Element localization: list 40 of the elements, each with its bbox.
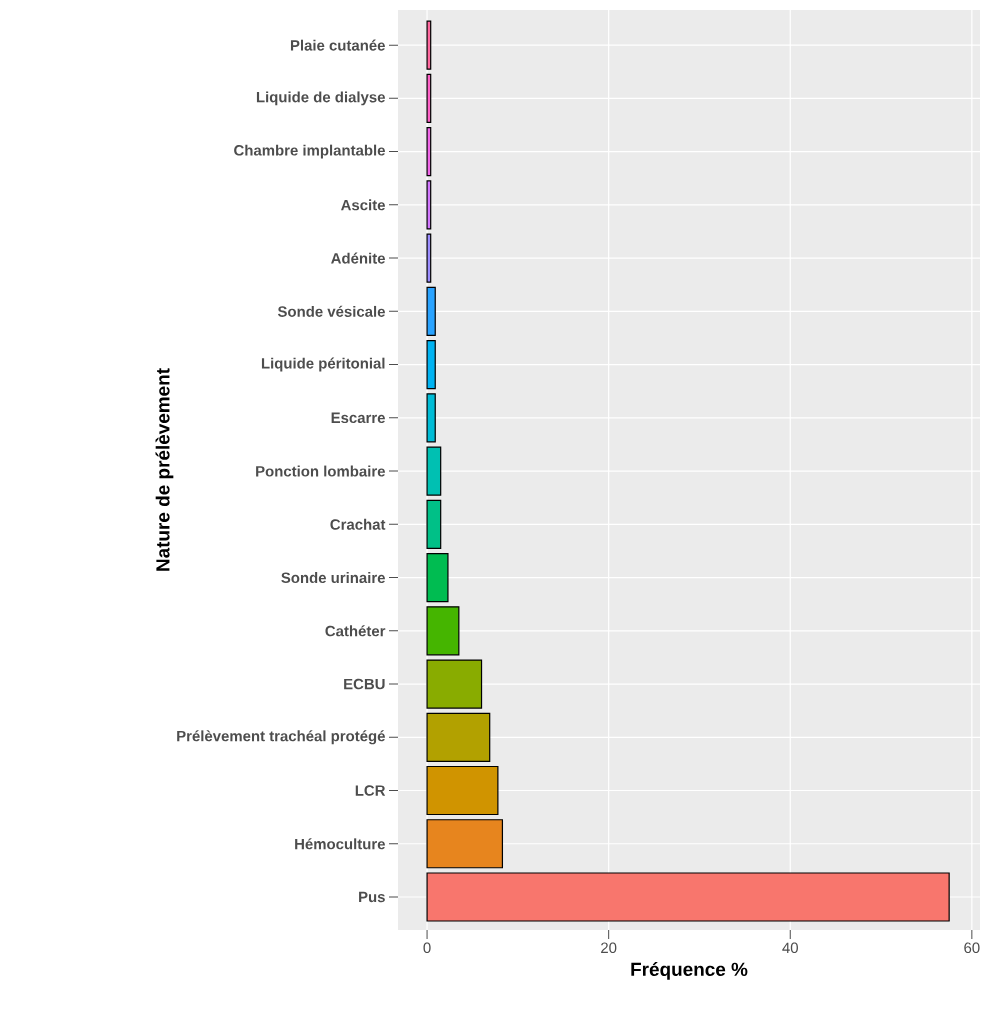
- y-tick-label: Pus: [358, 891, 385, 903]
- y-tick-label: Cathéter: [325, 625, 386, 637]
- bar: [426, 180, 432, 230]
- bar: [426, 127, 432, 177]
- y-tick-label: Sonde vésicale: [277, 305, 385, 317]
- y-tick-label: Crachat: [330, 518, 386, 530]
- x-tick-label: 0: [423, 942, 431, 954]
- y-tick-label: Ponction lombaire: [255, 465, 385, 477]
- y-tick-label: Adénite: [330, 252, 385, 264]
- bar: [426, 20, 432, 70]
- y-tick-label: LCR: [355, 785, 385, 796]
- y-tick-label: Liquide de dialyse: [256, 91, 385, 106]
- y-tick-label: Escarre: [331, 412, 385, 424]
- y-axis-title: Nature de prélèvement: [155, 368, 174, 571]
- y-tick-label: Chambre implantable: [233, 144, 385, 159]
- y-tick-label: Liquide péritonial: [261, 357, 385, 372]
- bar: [426, 393, 436, 443]
- y-tick-label: Prélèvement trachéal protégé: [176, 730, 385, 745]
- bar: [426, 446, 442, 496]
- bar: [426, 233, 432, 283]
- bar: [426, 659, 482, 709]
- y-tick-label: Ascite: [340, 199, 385, 211]
- bar: [426, 872, 950, 922]
- y-tick-label: Plaie cutanée: [290, 39, 385, 51]
- bar: [426, 606, 460, 656]
- bar: [426, 339, 436, 390]
- y-tick-label: Hémoculture: [294, 838, 385, 850]
- bar: [426, 286, 436, 336]
- bar: [426, 712, 491, 762]
- bar: [426, 552, 449, 603]
- bar: [426, 765, 499, 816]
- bar: [426, 499, 442, 549]
- y-tick-label: Sonde urinaire: [281, 572, 385, 584]
- y-tick-label: ECBU: [343, 678, 385, 690]
- x-tick-label: 20: [600, 942, 617, 954]
- bar: [426, 819, 503, 869]
- bar: [426, 73, 432, 123]
- x-tick-label: 40: [782, 942, 798, 954]
- x-axis-title: Fréquence %: [631, 961, 748, 980]
- x-tick-label: 60: [964, 942, 980, 954]
